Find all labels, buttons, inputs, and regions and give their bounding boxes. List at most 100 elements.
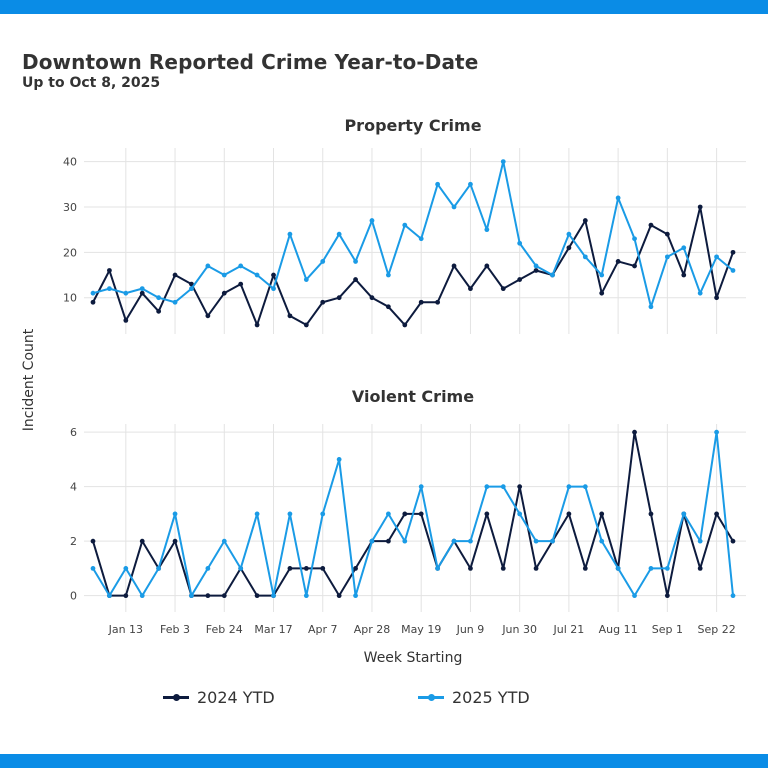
series-line-2025 [92,160,734,308]
data-point [418,511,424,517]
data-point [566,245,572,251]
data-point [648,566,654,571]
y-tick-label: 10 [63,292,77,305]
data-point [533,268,539,273]
data-point [435,566,441,571]
data-point [714,295,719,301]
data-point [468,286,473,292]
data-point [139,290,145,296]
y-axis-title: Incident Count [21,328,37,431]
data-point [500,286,506,292]
data-point [139,286,145,292]
data-point [107,286,112,292]
data-point [582,254,588,260]
data-point [320,299,326,305]
data-point [484,263,490,269]
data-point [484,511,490,517]
data-point [90,566,96,571]
x-tick-label: Aug 11 [599,623,638,636]
data-point [385,538,391,544]
x-tick-label: Feb 24 [206,623,243,636]
data-point [320,259,326,264]
data-point [254,272,260,278]
page-subtitle: Up to Oct 8, 2025 [22,75,161,91]
data-point [238,281,244,287]
data-point [533,566,539,571]
y-tick-label: 2 [70,535,77,548]
legend-label-2024: 2024 YTD [197,687,275,707]
data-point [664,566,670,571]
data-point [238,263,244,269]
x-tick-label: Jan 13 [108,623,143,636]
data-point [664,254,670,260]
data-point [271,593,276,599]
data-point [107,268,112,273]
data-point [664,231,670,237]
data-point [353,593,358,599]
data-point [369,538,375,544]
data-point [632,593,637,599]
legend-item-2025: 2025 YTD [418,686,530,708]
x-axis-title: Week Starting [364,650,463,666]
data-point [500,159,506,165]
legend-swatch-2025 [418,686,444,708]
data-point [730,268,736,273]
data-point [582,218,588,223]
data-point [418,484,424,490]
data-point [172,538,178,544]
data-point [189,593,194,599]
data-point [221,290,227,296]
data-point [599,511,605,517]
data-point [107,593,112,599]
data-point [681,245,687,251]
data-point [697,204,703,210]
data-point [139,593,145,599]
data-point [550,272,555,278]
data-point [632,429,637,435]
data-point [353,259,358,264]
data-point [730,593,736,599]
data-point [385,304,391,310]
data-point [648,511,654,517]
data-point [714,429,719,435]
data-point [615,195,621,201]
data-point [369,218,375,223]
x-tick-label: Jun 9 [456,623,485,636]
data-point [336,593,342,599]
legend-swatch-2024 [163,686,189,708]
data-point [221,272,227,278]
data-point [468,566,473,571]
panel-title: Property Crime [344,116,481,135]
x-tick-label: Jul 21 [553,623,585,636]
data-point [205,263,211,269]
data-point [418,236,424,242]
x-tick-label: Apr 28 [354,623,391,636]
data-point [615,259,621,264]
data-point [484,484,490,490]
data-point [353,566,358,571]
data-point [172,299,178,305]
y-tick-label: 20 [63,246,77,259]
legend-item-2024: 2024 YTD [163,686,275,708]
data-point [582,484,588,490]
data-point [189,286,194,292]
data-point [287,313,293,319]
data-point [172,511,178,517]
data-point [205,566,211,571]
bottom-band [0,754,768,768]
data-point [468,181,473,187]
data-point [90,299,96,305]
x-tick-label: Sep 22 [697,623,735,636]
data-point [648,304,654,310]
data-point [697,566,703,571]
data-point [402,222,408,228]
data-point [402,538,408,544]
data-point [123,593,129,599]
x-tick-label: Mar 17 [254,623,292,636]
data-point [271,286,276,292]
series-line-2025 [92,431,734,597]
data-point [599,272,605,278]
data-point [648,222,654,228]
legend-label-2025: 2025 YTD [452,687,530,707]
data-point [303,277,309,282]
